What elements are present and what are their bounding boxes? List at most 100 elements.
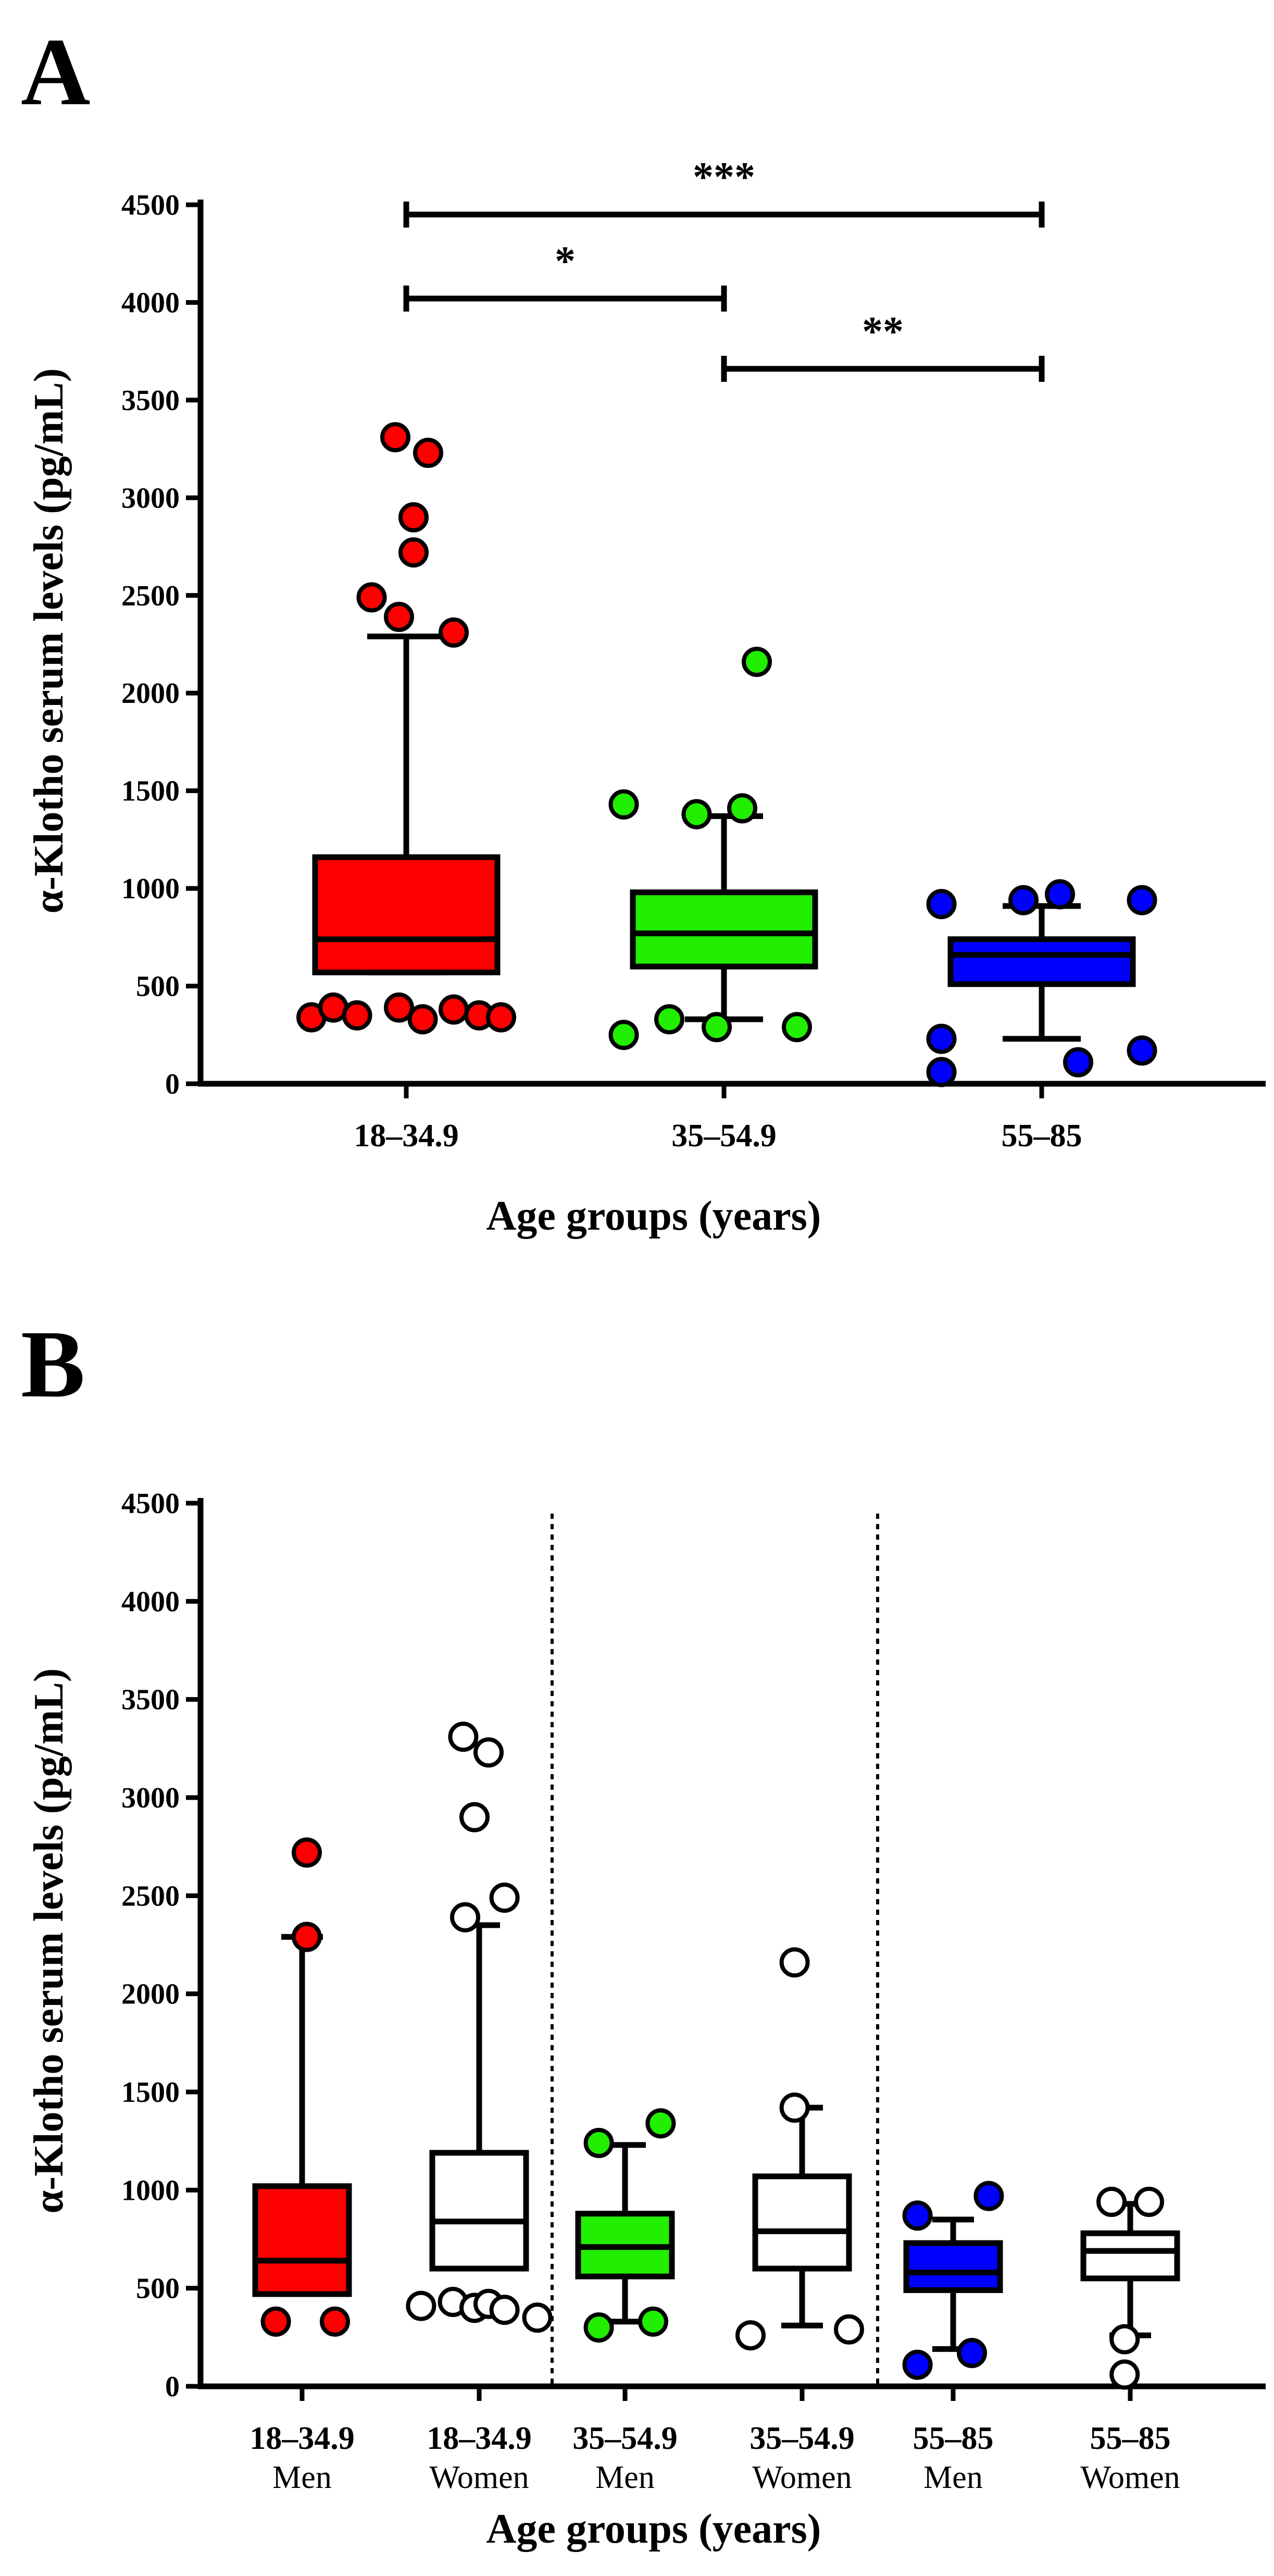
box-iqr xyxy=(752,2173,852,2272)
outlier-point xyxy=(926,1023,957,1054)
x-category-sublabel: Men xyxy=(595,2460,655,2495)
outlier-point xyxy=(439,617,469,648)
outlier-point xyxy=(450,1902,480,1933)
x-category-label: 18–34.9 xyxy=(427,2421,532,2456)
box-group xyxy=(296,422,516,1035)
box-iqr xyxy=(252,2183,352,2297)
box-group xyxy=(735,1947,864,2351)
x-category-sublabel: Women xyxy=(752,2460,852,2495)
outlier-point xyxy=(459,1802,490,1832)
outlier-point xyxy=(380,422,410,453)
outlier-point xyxy=(292,1922,322,1952)
outlier-point xyxy=(320,2306,350,2337)
x-category-label: 55–85 xyxy=(913,2421,994,2456)
outlier-point xyxy=(834,2314,864,2345)
outlier-point xyxy=(489,2295,520,2325)
y-tick-label: 3500 xyxy=(121,385,180,417)
panel-a: A α-Klotho serum levels (pg/mL) Age grou… xyxy=(21,19,1266,1239)
outlier-point xyxy=(406,2290,436,2321)
outlier-point xyxy=(742,647,772,677)
y-tick-label: 2500 xyxy=(121,1880,180,1912)
x-axis-title-b: Age groups (years) xyxy=(486,2506,821,2552)
outlier-point xyxy=(486,1002,516,1033)
y-axis-title-b: α-Klotho serum levels (pg/mL) xyxy=(26,1668,72,2214)
outlier-point xyxy=(926,1057,957,1087)
outlier-point xyxy=(681,799,712,829)
box-group xyxy=(926,879,1157,1087)
y-tick-label: 2000 xyxy=(121,1978,180,2011)
x-category-label: 55–85 xyxy=(1090,2421,1171,2456)
outlier-point xyxy=(973,2181,1004,2211)
y-tick-label: 0 xyxy=(165,2371,180,2403)
box-group xyxy=(406,1722,553,2333)
outlier-point xyxy=(448,1722,479,1752)
x-category-sublabel: Men xyxy=(923,2460,983,2495)
significance-label: *** xyxy=(693,155,755,201)
significance-label: ** xyxy=(862,309,904,355)
significance-bracket: ** xyxy=(721,309,1045,382)
outlier-point xyxy=(384,602,414,633)
box-iqr xyxy=(947,936,1136,987)
y-tick-label: 3500 xyxy=(121,1684,180,1716)
significance-label: * xyxy=(555,239,576,284)
x-category-sublabel: Women xyxy=(1080,2460,1180,2495)
x-category-sublabel: Women xyxy=(429,2460,529,2495)
y-tick-label: 2000 xyxy=(121,677,180,710)
outlier-point xyxy=(654,1004,684,1035)
box-iqr xyxy=(630,889,818,970)
outlier-point xyxy=(727,793,757,824)
outlier-point xyxy=(1008,885,1039,915)
outlier-point xyxy=(782,1012,812,1043)
box-group xyxy=(608,647,818,1050)
outlier-point xyxy=(1109,2324,1140,2355)
x-category-label: 55–85 xyxy=(1002,1118,1082,1154)
outlier-point xyxy=(702,1012,732,1043)
x-category-label: 18–34.9 xyxy=(354,1118,459,1154)
significance-brackets: ****** xyxy=(403,155,1045,382)
outlier-point xyxy=(608,789,639,820)
box-iqr xyxy=(429,2150,529,2272)
box-group xyxy=(1080,2186,1180,2390)
y-axis-b: 0 500 1000 1500 2000 2500 3000 3500 4000 4500 xyxy=(121,1488,204,2403)
outlier-point xyxy=(926,889,957,920)
outlier-point xyxy=(260,2306,291,2337)
box-group xyxy=(902,2181,1004,2380)
box-iqr xyxy=(1080,2230,1180,2282)
outlier-point xyxy=(398,537,429,568)
outlier-point xyxy=(1127,1035,1157,1066)
box-group xyxy=(252,1837,352,2337)
y-tick-label: 4500 xyxy=(121,1488,180,1520)
outlier-point xyxy=(398,502,429,532)
outlier-point xyxy=(439,994,469,1025)
outlier-point xyxy=(292,1837,322,1868)
panel-letter-b: B xyxy=(21,1311,85,1418)
outlier-point xyxy=(638,2306,668,2337)
y-tick-label: 4500 xyxy=(121,189,180,221)
outlier-point xyxy=(1134,2186,1164,2217)
outlier-point xyxy=(342,1000,372,1031)
y-tick-label: 3000 xyxy=(121,482,180,514)
box-group xyxy=(575,2108,676,2343)
y-tick-label: 3000 xyxy=(121,1782,180,1814)
panel-letter-a: A xyxy=(21,19,91,126)
x-axis-a: 18–34.9 35–54.9 55–85 xyxy=(198,1081,1266,1154)
y-tick-label: 1500 xyxy=(121,775,180,808)
outlier-point xyxy=(1127,885,1157,915)
box-iqr xyxy=(312,854,501,975)
y-tick-label: 500 xyxy=(136,2273,180,2305)
outlier-point xyxy=(407,1004,438,1035)
x-category-label: 35–54.9 xyxy=(750,2421,855,2456)
x-category-label: 35–54.9 xyxy=(572,2421,678,2456)
boxes-a xyxy=(296,422,1157,1087)
x-axis-title-a: Age groups (years) xyxy=(486,1193,821,1239)
outlier-point xyxy=(779,2092,810,2123)
outlier-point xyxy=(902,2349,933,2380)
outlier-point xyxy=(356,582,387,613)
outlier-point xyxy=(957,2337,987,2368)
outlier-point xyxy=(1045,879,1075,910)
y-tick-label: 2500 xyxy=(121,580,180,612)
y-tick-label: 1500 xyxy=(121,2076,180,2109)
x-category-label: 35–54.9 xyxy=(671,1118,777,1154)
outlier-point xyxy=(522,2302,553,2333)
